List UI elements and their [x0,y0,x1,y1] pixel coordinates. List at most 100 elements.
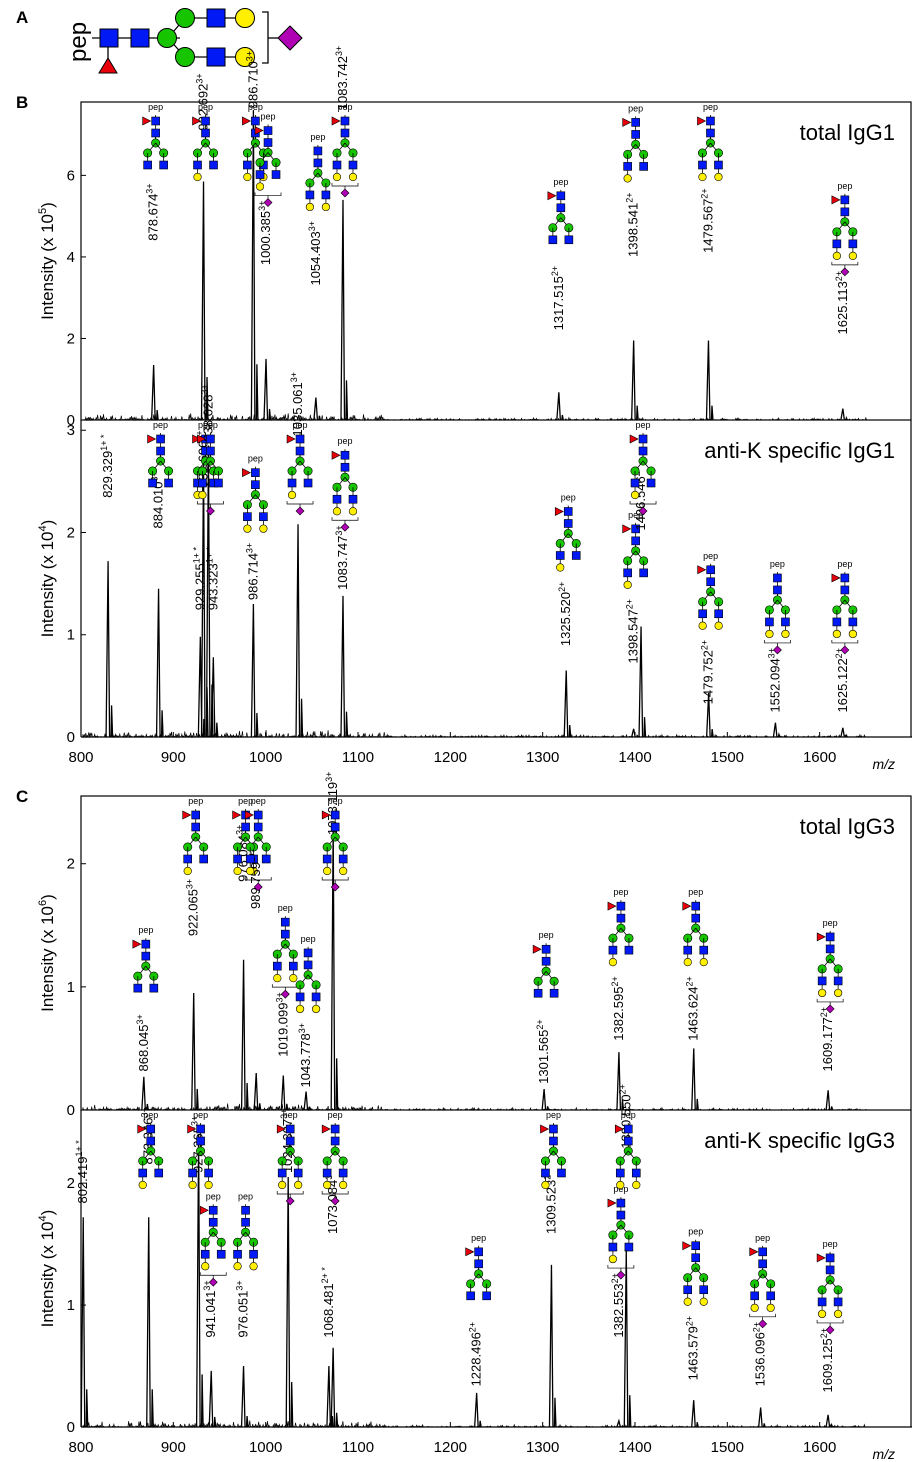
glcnac-square [758,1259,767,1269]
x-tick-label: 1200 [434,1439,467,1456]
glcnac-square [208,1217,218,1227]
galactose-circle [188,1180,197,1190]
peak-941.041 [208,1370,217,1428]
glcnac-square [295,434,305,444]
galactose-circle [332,507,342,516]
y-tick-label: 2 [67,856,75,873]
galactose-circle [632,1180,641,1190]
y-tick-label: 1 [67,627,75,644]
mannose-circle [250,490,260,500]
glcnac-square [201,128,210,138]
glcnac-square [154,1168,164,1178]
glcnac-square [289,961,298,971]
glycan-bracket [321,877,349,881]
glcnac-square [243,512,252,521]
glcnac-square [639,162,648,171]
sialic-acid-diamond [340,522,350,532]
peak-label: 1479.5672+ [699,188,715,253]
glcnac-square [616,1198,626,1208]
glcnac-square [563,519,573,528]
peak-label: 1398.5472+ [625,599,641,664]
peak-label: 884.0103+ [150,471,166,528]
glcnac-square [631,536,640,546]
glcnac-square [277,1168,287,1178]
x-tick-label: 1200 [434,749,467,766]
glycan-pep-label: pep [539,930,554,940]
glcnac-square [638,434,648,444]
glycan-pep-label: pep [198,420,213,430]
glycan-pep-label: pep [546,1110,561,1120]
glcnac-square [840,585,850,595]
glcnac-square [698,609,707,619]
fucose-triangle [147,434,157,444]
glcnac-square [241,822,250,832]
peak-label: 1390.5502+ [617,1084,633,1149]
peak-1317.515 [556,392,564,421]
glcnac-square [159,160,168,170]
glcnac-square [321,190,331,200]
glcnac-square [773,573,782,583]
peak-1073.119 [330,823,339,1111]
x-tick-label: 800 [68,1439,93,1456]
peak-1382.595 [616,1052,625,1111]
y-axis-label: Intensity (x 105) [37,202,57,320]
peak-1398.541 [631,340,639,421]
peak-989.759 [253,1073,262,1111]
peak-1609.177 [825,1090,834,1111]
glycan-pep-label: pep [143,1110,158,1120]
glcnac-square [263,138,273,147]
fucose-triangle [629,434,639,444]
glycan-pep-label: pep [613,887,628,897]
galactose-circle [630,490,640,500]
peak-label: 1536.0962+ [752,1322,768,1387]
glycan-pep-label: pep [206,1191,221,1201]
peak-label: 802.4191+ * [74,1140,90,1204]
glycan-pep-label: pep [337,102,352,112]
fucose-triangle [98,57,118,74]
glcnac-square [285,1124,295,1134]
glcnac-square [241,1217,250,1227]
glcnac-square [251,468,260,477]
glcnac-square [193,160,202,170]
glcnac-square [141,939,151,949]
glcnac-square [698,160,707,170]
sialic-acid-diamond [295,506,305,516]
peak-label: 1625.1132+ [834,271,850,335]
peak-label: 1301.5652+ [535,1019,551,1084]
glcnac-square [691,1241,701,1251]
fucose-triangle [321,1124,331,1134]
glcnac-square [311,992,321,1002]
galactose-circle [750,1303,759,1312]
fucose-triangle [232,810,242,820]
peak-label: 1382.5952+ [610,976,626,1041]
glycan-bracket [764,639,791,644]
glcnac-square [548,235,558,245]
galactose-circle [781,629,790,639]
peak-label: 1625.1222+ [834,648,850,713]
peak-label: 868.0453+ [135,1014,151,1071]
fucose-triangle [614,1124,624,1134]
glycan-pep-label: pep [703,551,718,561]
spectrum-panel-4: 0 1 2 Intensity (x 104) anti-K specific IgG3… [37,1084,912,1462]
peak-label: 922.0653+ [185,879,201,936]
glcnac-square [706,565,715,575]
glcnac-square [148,478,157,488]
x-tick-label: 1000 [249,749,282,766]
sialic-acid-diamond [825,1004,835,1014]
sialic-acid-diamond [263,198,273,207]
y-axis-label: Intensity (x 104) [37,520,57,638]
glcnac-square [243,160,252,170]
galactose-circle [714,621,723,630]
sialic-acid-diamond [840,645,850,655]
glcnac-square [263,126,273,135]
fucose-triangle [532,944,542,954]
peak-884.010 [155,588,164,738]
glcnac-square [271,170,281,179]
peak-label: 1083.7473+ [334,525,350,590]
x-tick-label: 1500 [711,749,744,766]
glcnac-square [281,917,290,927]
glycan-pep-label: pep [203,420,218,430]
fucose-triangle [331,116,341,126]
glcnac-square [322,1168,332,1178]
glycan-pep-label: pep [636,420,651,430]
